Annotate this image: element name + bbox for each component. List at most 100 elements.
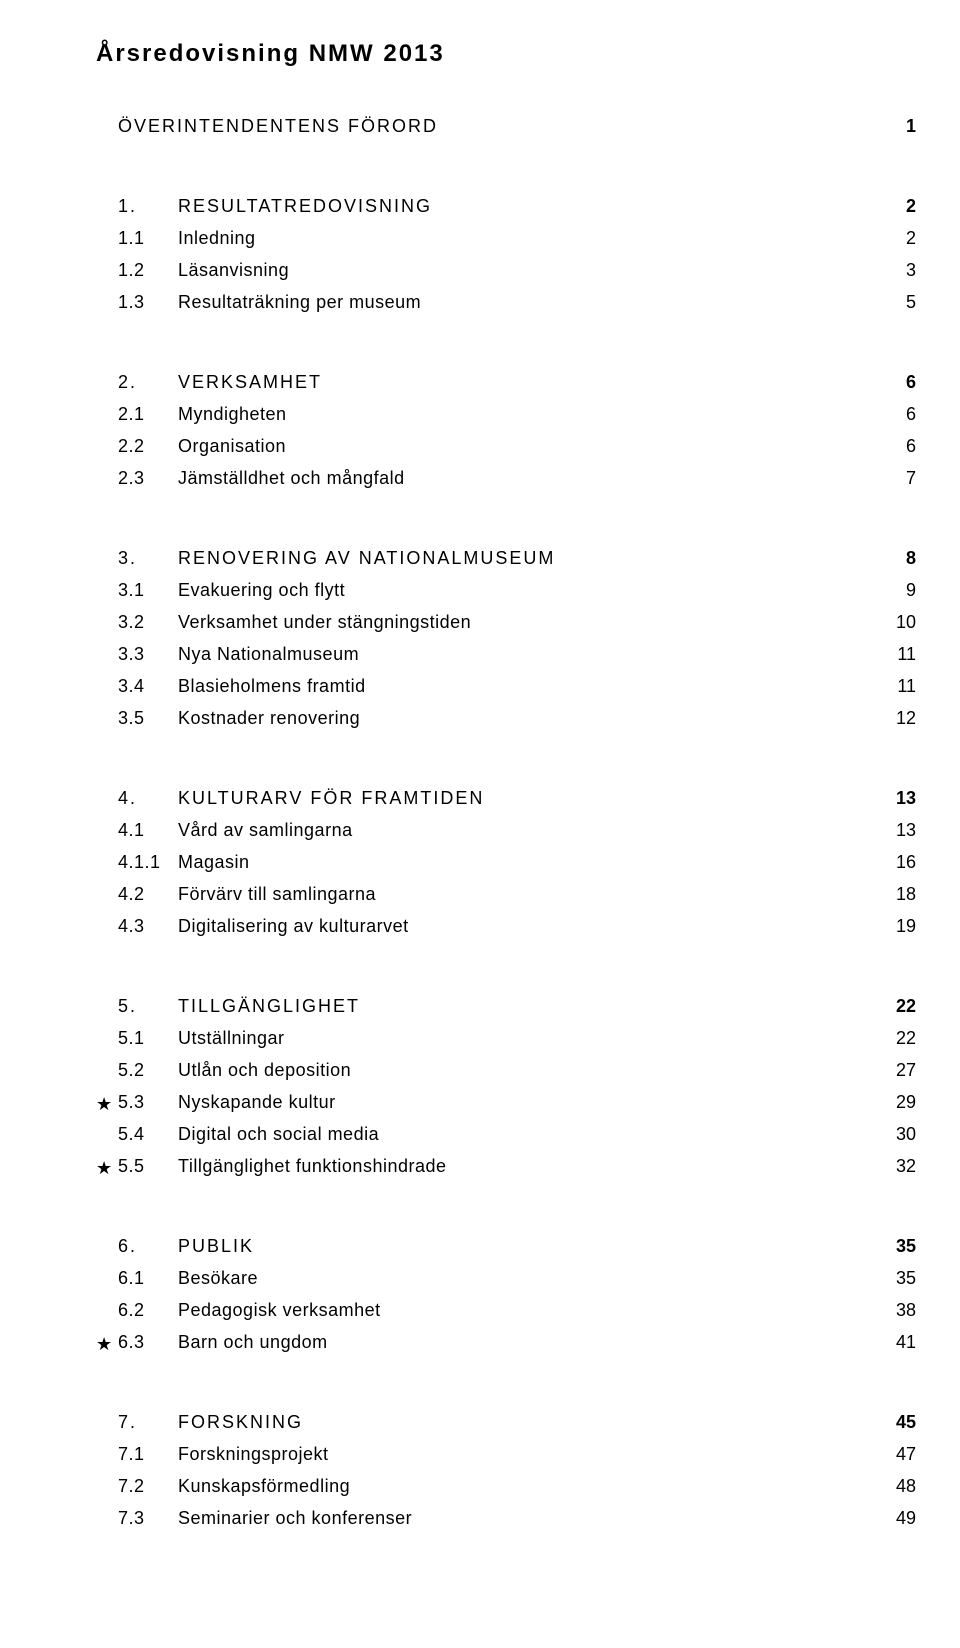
toc-item-row: 2.3Jämställdhet och mångfald7: [96, 468, 916, 500]
toc-page: 22: [882, 996, 916, 1017]
toc-label: Myndigheten: [178, 404, 882, 425]
toc-page: 32: [882, 1156, 916, 1177]
toc-label: Barn och ungdom: [178, 1332, 882, 1353]
toc-page: 13: [882, 820, 916, 841]
toc-item-row: ★6.3Barn och ungdom41: [96, 1332, 916, 1364]
toc-item-row: 4.3Digitalisering av kulturarvet19: [96, 916, 916, 948]
toc-number: 4.2: [118, 884, 178, 905]
toc-page: 9: [882, 580, 916, 601]
star-icon: ★: [96, 1335, 118, 1353]
section-spacer: [96, 740, 918, 788]
section-spacer: [96, 1364, 918, 1412]
toc-item-row: 7.2Kunskapsförmedling48: [96, 1476, 916, 1508]
toc-label: Utställningar: [178, 1028, 882, 1049]
toc-page: 12: [882, 708, 916, 729]
toc-item-row: 2.1Myndigheten6: [96, 404, 916, 436]
toc-number: 1.3: [118, 292, 178, 313]
toc-number: 7.: [118, 1412, 178, 1433]
toc-section-row: 3.RENOVERING AV NATIONALMUSEUM8: [96, 548, 916, 580]
toc-label: Forskningsprojekt: [178, 1444, 882, 1465]
toc-item-row: 1.2Läsanvisning3: [96, 260, 916, 292]
toc-page: 41: [882, 1332, 916, 1353]
toc-number: 7.3: [118, 1508, 178, 1529]
toc-item-row: 4.1Vård av samlingarna13: [96, 820, 916, 852]
toc-section-row: 5.TILLGÄNGLIGHET22: [96, 996, 916, 1028]
toc-number: 6.3: [118, 1332, 178, 1353]
toc-page: 11: [882, 644, 916, 665]
toc-label: ÖVERINTENDENTENS FÖRORD: [118, 116, 882, 137]
toc-label: Verksamhet under stängningstiden: [178, 612, 882, 633]
toc-page: 13: [882, 788, 916, 809]
toc-item-row: 4.2Förvärv till samlingarna18: [96, 884, 916, 916]
toc-number: 6.2: [118, 1300, 178, 1321]
toc-item-row: 3.5Kostnader renovering12: [96, 708, 916, 740]
toc-item-row: 6.2Pedagogisk verksamhet38: [96, 1300, 916, 1332]
toc-page: 16: [882, 852, 916, 873]
toc-item-row: 1.3Resultaträkning per museum5: [96, 292, 916, 324]
toc-page: 47: [882, 1444, 916, 1465]
section-spacer: [96, 324, 918, 372]
toc-section-row: 1.RESULTATREDOVISNING2: [96, 196, 916, 228]
toc-page: 35: [882, 1268, 916, 1289]
toc-item-row: 5.2Utlån och deposition27: [96, 1060, 916, 1092]
toc-number: 1.1: [118, 228, 178, 249]
toc-number: 1.: [118, 196, 178, 217]
toc-page: 8: [882, 548, 916, 569]
toc-section-row: 4.KULTURARV FÖR FRAMTIDEN13: [96, 788, 916, 820]
toc-item-row: ★5.3Nyskapande kultur29: [96, 1092, 916, 1124]
toc-label: VERKSAMHET: [178, 372, 882, 393]
toc-label: PUBLIK: [178, 1236, 882, 1257]
toc-number: 3.2: [118, 612, 178, 633]
star-icon: ★: [96, 1095, 118, 1113]
toc-label: Läsanvisning: [178, 260, 882, 281]
toc-page: 49: [882, 1508, 916, 1529]
toc-section-row: ÖVERINTENDENTENS FÖRORD1: [96, 116, 916, 148]
toc-number: 2.: [118, 372, 178, 393]
toc-number: 3.5: [118, 708, 178, 729]
toc-number: 4.1: [118, 820, 178, 841]
document-title: Årsredovisning NMW 2013: [96, 40, 918, 68]
toc-item-row: 3.3Nya Nationalmuseum11: [96, 644, 916, 676]
toc-page: 2: [882, 228, 916, 249]
section-spacer: [96, 148, 918, 196]
toc-label: Nyskapande kultur: [178, 1092, 882, 1113]
toc-label: Digital och social media: [178, 1124, 882, 1145]
toc-label: Seminarier och konferenser: [178, 1508, 882, 1529]
toc-page: 10: [882, 612, 916, 633]
toc-section-row: 2.VERKSAMHET6: [96, 372, 916, 404]
toc-item-row: 5.1Utställningar22: [96, 1028, 916, 1060]
toc-item-row: 5.4Digital och social media30: [96, 1124, 916, 1156]
toc-page: 7: [882, 468, 916, 489]
toc-item-row: 4.1.1Magasin16: [96, 852, 916, 884]
toc-item-row: 6.1Besökare35: [96, 1268, 916, 1300]
toc-page: 3: [882, 260, 916, 281]
toc-number: 7.2: [118, 1476, 178, 1497]
toc-section-row: 6.PUBLIK35: [96, 1236, 916, 1268]
toc-page: 6: [882, 404, 916, 425]
toc-number: 4.: [118, 788, 178, 809]
toc-number: 3.4: [118, 676, 178, 697]
toc-label: Nya Nationalmuseum: [178, 644, 882, 665]
toc-item-row: 7.3Seminarier och konferenser49: [96, 1508, 916, 1540]
toc-label: Magasin: [178, 852, 882, 873]
toc-page: 35: [882, 1236, 916, 1257]
star-icon: ★: [96, 1159, 118, 1177]
toc-number: 5.5: [118, 1156, 178, 1177]
toc-page: 22: [882, 1028, 916, 1049]
toc-number: 1.2: [118, 260, 178, 281]
toc-label: Inledning: [178, 228, 882, 249]
toc-label: Blasieholmens framtid: [178, 676, 882, 697]
toc-page: 45: [882, 1412, 916, 1433]
toc-number: 7.1: [118, 1444, 178, 1465]
toc-label: RESULTATREDOVISNING: [178, 196, 882, 217]
toc-item-row: ★5.5Tillgänglighet funktionshindrade32: [96, 1156, 916, 1188]
toc-page: 6: [882, 436, 916, 457]
toc-label: Utlån och deposition: [178, 1060, 882, 1081]
toc-number: 3.1: [118, 580, 178, 601]
toc-number: 6.1: [118, 1268, 178, 1289]
toc-label: Evakuering och flytt: [178, 580, 882, 601]
toc-label: Pedagogisk verksamhet: [178, 1300, 882, 1321]
section-spacer: [96, 948, 918, 996]
toc-number: 5.3: [118, 1092, 178, 1113]
toc-label: RENOVERING AV NATIONALMUSEUM: [178, 548, 882, 569]
